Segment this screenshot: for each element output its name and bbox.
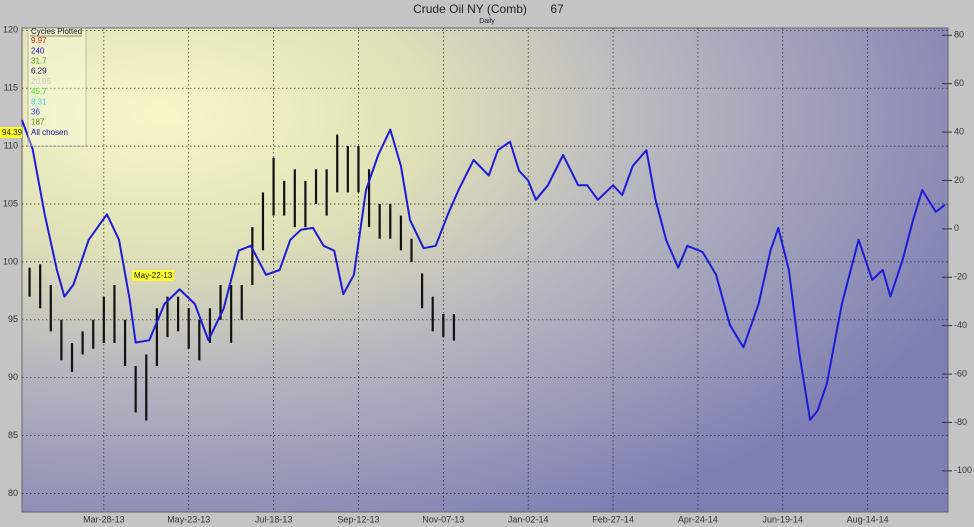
legend-entry: 8.31 (31, 97, 47, 106)
chart-title: Crude Oil NY (Comb) (413, 2, 527, 16)
x-tick-label: Nov-07-13 (422, 514, 464, 524)
y2-tick-label: -80 (954, 417, 967, 427)
y2-tick-label: 60 (954, 78, 964, 88)
y2-tick-label: -40 (954, 320, 967, 330)
x-tick-label: Aug-14-14 (847, 514, 889, 524)
y-tick-label: 95 (8, 314, 18, 324)
y2-tick-label: -60 (954, 368, 967, 378)
legend-entry: 20.95 (31, 77, 52, 86)
y2-tick-label: 20 (954, 175, 964, 185)
y-tick-label: 105 (3, 198, 18, 208)
y-tick-label: 100 (3, 256, 18, 266)
x-tick-label: Jul-18-13 (255, 514, 293, 524)
legend-entry: 6.29 (31, 67, 47, 76)
x-tick-label: Jun-19-14 (763, 514, 804, 524)
x-tick-label: Feb-27-14 (592, 514, 634, 524)
legend-box (27, 27, 87, 147)
x-tick-label: May-23-13 (167, 514, 210, 524)
legend-entry: 240 (31, 46, 45, 55)
legend-entry: 45.7 (31, 87, 47, 96)
x-tick-label: Jan-02-14 (508, 514, 549, 524)
y-tick-label: 115 (4, 83, 18, 93)
cycle-line (21, 119, 946, 421)
x-tick-label: Sep-12-13 (337, 514, 379, 524)
y-tick-label: 120 (3, 25, 18, 35)
annotation-box (132, 270, 174, 281)
legend-entry: 31.7 (31, 57, 47, 66)
y-tick-label: 110 (4, 140, 18, 150)
plot-area (21, 27, 949, 513)
y-tick-label: 85 (8, 430, 18, 440)
annotation-box (0, 127, 22, 138)
y2-tick-label: -100 (954, 465, 972, 475)
y2-tick-label: 80 (954, 30, 964, 40)
y2-tick-label: 0 (954, 223, 959, 233)
legend-title: Cycles Plotted (31, 27, 82, 36)
x-tick-label: Apr-24-14 (678, 514, 718, 524)
title-value: 67 (550, 2, 564, 16)
x-tick-label: Mar-28-13 (83, 514, 125, 524)
legend-entry: All chosen (31, 128, 68, 137)
legend-entry: 36 (31, 108, 40, 117)
y2-tick-label: -20 (954, 272, 967, 282)
annotation: 94.39 (2, 128, 23, 137)
y2-tick-label: 40 (954, 126, 964, 136)
subtitle: Daily (479, 18, 495, 25)
legend-entry: 9.97 (31, 36, 47, 45)
y-tick-label: 80 (8, 488, 18, 498)
y-tick-label: 90 (8, 372, 18, 382)
legend-entry: 187 (31, 118, 45, 127)
annotation: May-22-13 (134, 271, 173, 280)
